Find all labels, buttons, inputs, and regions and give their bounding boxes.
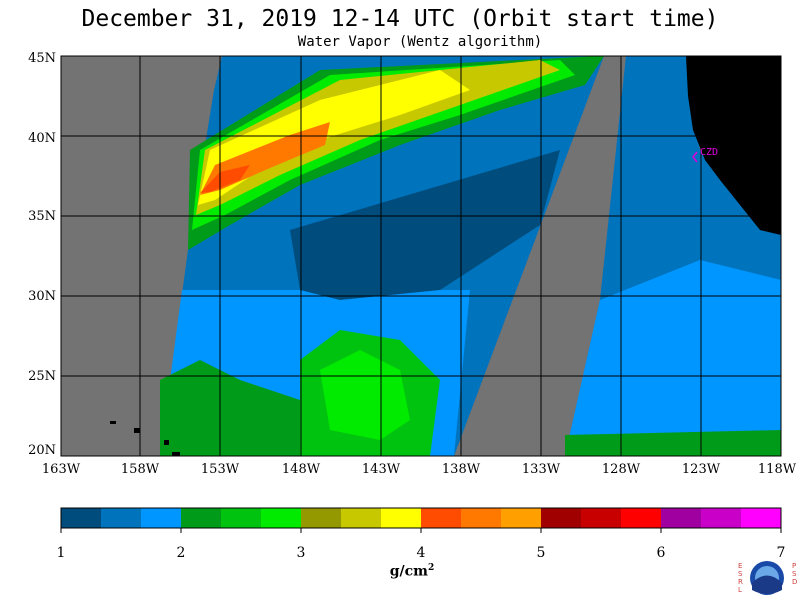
colorbar-swatch [701, 508, 742, 528]
colorbar-tick-4: 4 [416, 545, 426, 561]
colorbar-swatch [661, 508, 702, 528]
lat-label-20n: 20N [28, 443, 56, 458]
lon-label-133w: 133W [521, 462, 561, 477]
lon-label-138w: 138W [441, 462, 481, 477]
moist-south-bright [320, 350, 410, 440]
colorbar-tick-5: 5 [536, 545, 546, 561]
east-swath-south-green [565, 430, 781, 456]
colorbar-tick-6: 6 [656, 545, 666, 561]
colorbar-swatch [421, 508, 462, 528]
lon-label-148w: 148W [281, 462, 321, 477]
east-swath-lighter [565, 260, 781, 456]
colorbar-tick-7: 7 [776, 545, 786, 561]
esrl-letters: E S R L [738, 562, 743, 594]
colorbar-swatch [221, 508, 262, 528]
colorbar-swatch [61, 508, 102, 528]
dry-band [290, 150, 560, 300]
river-yellow [198, 70, 470, 205]
lat-label-45n: 45N [28, 51, 56, 66]
colorbar-swatch [301, 508, 342, 528]
colorbar-swatch [381, 508, 422, 528]
colorbar-tick-3: 3 [296, 545, 306, 561]
island-3 [164, 440, 169, 445]
lat-label-35n: 35N [28, 209, 56, 224]
station-label-czd: CZD [700, 147, 719, 158]
colorbar-swatch [101, 508, 142, 528]
colorbar-tick-1: 1 [56, 545, 66, 561]
lon-label-163w: 163W [41, 462, 81, 477]
lon-label-158w: 158W [120, 462, 160, 477]
land-california [686, 56, 781, 235]
lon-label-143w: 143W [361, 462, 401, 477]
colorbar-swatch [341, 508, 382, 528]
lat-label-40n: 40N [28, 131, 56, 146]
colorbar-swatch [141, 508, 182, 528]
moist-south-green [160, 360, 300, 456]
lat-label-25n: 25N [28, 369, 56, 384]
station-marker [692, 151, 698, 163]
island-1 [110, 421, 116, 424]
colorbar-swatch [261, 508, 302, 528]
colorbar-tick-2: 2 [176, 545, 186, 561]
river-red-orange [200, 165, 250, 193]
colorbar-swatch [581, 508, 622, 528]
island-4 [172, 452, 180, 456]
lon-label-128w: 128W [601, 462, 641, 477]
colorbar-swatch [501, 508, 542, 528]
river-green-bright [192, 60, 575, 230]
noaa-logo [750, 561, 784, 595]
colorbar-swatch [741, 508, 782, 528]
map-frame [60, 55, 782, 457]
psd-letters: P S D [792, 562, 798, 586]
colorbar [60, 507, 782, 533]
lat-label-30n: 30N [28, 289, 56, 304]
colorbar-swatch [181, 508, 222, 528]
lon-label-118w: 118W [757, 462, 797, 477]
colorbar-swatch [621, 508, 662, 528]
lon-label-153w: 153W [200, 462, 240, 477]
map-subtitle: Water Vapor (Wentz algorithm) [297, 34, 543, 50]
island-2 [134, 428, 140, 433]
map-title: December 31, 2019 12-14 UTC (Orbit start… [81, 6, 719, 32]
grid-lines [61, 56, 781, 456]
colorbar-swatch [541, 508, 582, 528]
lon-label-123w: 123W [681, 462, 721, 477]
colorbar-units: g/cm2 [389, 563, 435, 580]
colorbar-swatch [461, 508, 502, 528]
river-olive [196, 60, 560, 215]
